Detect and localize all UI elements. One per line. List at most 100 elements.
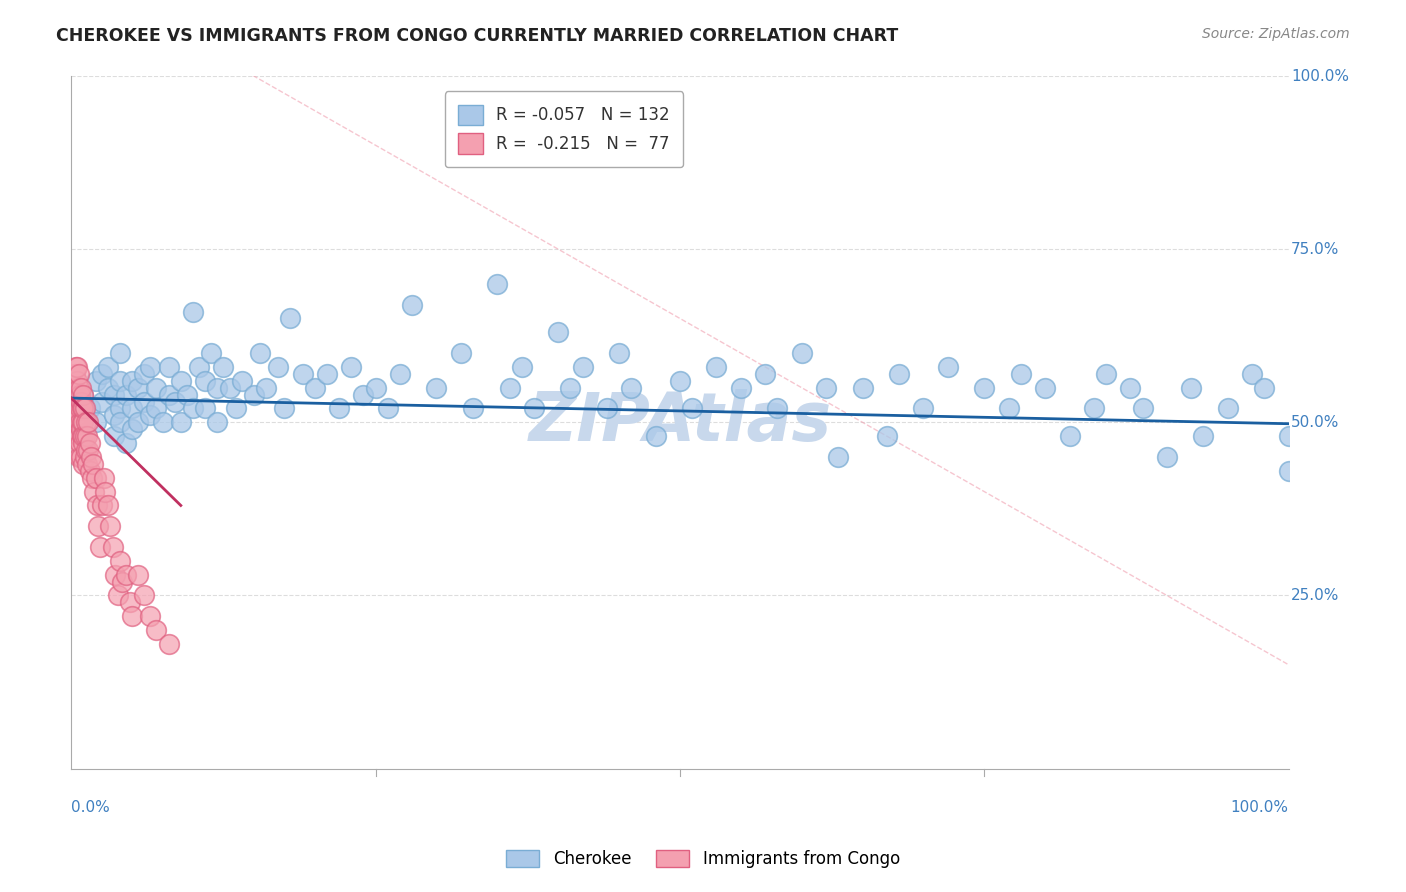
Point (67, 409, 90, 423)
Point (188, 359, 211, 374)
Point (90, 394, 112, 409)
Point (267, 359, 290, 374)
Point (571, 359, 593, 374)
Point (157, 359, 180, 374)
Point (207, 415, 229, 429)
Point (67, 381, 90, 395)
Point (181, 401, 204, 416)
Point (766, 401, 789, 416)
Point (63, 394, 86, 409)
Point (108, 401, 131, 416)
Point (127, 415, 149, 429)
Point (790, 346, 813, 360)
Point (77, 443, 100, 458)
Point (65, 359, 87, 374)
Point (94, 484, 117, 499)
Point (280, 311, 302, 326)
Point (72, 387, 94, 401)
Point (108, 346, 131, 360)
Point (1180, 381, 1202, 395)
Point (139, 409, 162, 423)
Point (62, 381, 84, 395)
Point (596, 401, 619, 416)
Point (80, 471, 103, 485)
Point (887, 367, 910, 381)
Point (97, 499, 120, 513)
Point (63, 429, 86, 443)
Point (72, 429, 94, 443)
Point (1059, 429, 1081, 443)
Point (815, 381, 838, 395)
Point (139, 359, 162, 374)
Point (157, 387, 180, 401)
Point (75, 415, 97, 429)
Point (84, 374, 107, 388)
Point (145, 381, 167, 395)
Point (72, 401, 94, 416)
Point (101, 540, 124, 554)
Point (523, 401, 546, 416)
Point (69, 387, 91, 401)
Point (328, 401, 350, 416)
Point (77, 415, 100, 429)
Point (66, 374, 89, 388)
Point (851, 381, 873, 395)
Point (231, 374, 253, 388)
Point (72, 387, 94, 401)
Point (89, 540, 111, 554)
Point (425, 381, 447, 395)
Point (170, 415, 193, 429)
Point (218, 381, 240, 395)
Point (936, 359, 959, 374)
Point (973, 381, 995, 395)
Point (73, 401, 96, 416)
Point (644, 429, 666, 443)
Point (560, 381, 582, 395)
Point (450, 346, 472, 360)
Point (93, 471, 115, 485)
Point (134, 589, 156, 603)
Point (388, 367, 411, 381)
Point (76, 457, 98, 471)
Point (352, 387, 374, 401)
Point (176, 387, 198, 401)
Point (1033, 381, 1056, 395)
Point (315, 367, 337, 381)
Point (607, 346, 630, 360)
Point (70, 394, 93, 409)
Point (65, 387, 87, 401)
Point (73, 429, 96, 443)
Point (170, 374, 193, 388)
Point (75, 443, 97, 458)
Point (65, 401, 87, 416)
Point (1095, 367, 1118, 381)
Point (62, 401, 84, 416)
Point (127, 381, 149, 395)
Point (103, 409, 125, 423)
Point (70, 415, 93, 429)
Legend: R = -0.057   N = 132, R =  -0.215   N =  77: R = -0.057 N = 132, R = -0.215 N = 77 (444, 91, 683, 167)
Point (254, 381, 277, 395)
Point (80, 450, 103, 464)
Point (1132, 401, 1154, 416)
Point (377, 401, 399, 416)
Text: ZIPAtlas: ZIPAtlas (529, 389, 831, 455)
Point (67, 367, 90, 381)
Point (90, 499, 112, 513)
Point (115, 387, 138, 401)
Point (225, 401, 247, 416)
Point (83, 484, 105, 499)
Point (134, 394, 156, 409)
Point (212, 359, 235, 374)
Point (108, 554, 131, 568)
Point (243, 387, 266, 401)
Point (70, 429, 93, 443)
Point (107, 589, 129, 603)
Point (1192, 429, 1215, 443)
Legend: Cherokee, Immigrants from Congo: Cherokee, Immigrants from Congo (499, 843, 907, 875)
Text: 75.0%: 75.0% (1291, 242, 1340, 257)
Point (111, 574, 134, 589)
Text: 100.0%: 100.0% (1230, 800, 1289, 814)
Point (72, 436, 94, 450)
Point (66, 387, 89, 401)
